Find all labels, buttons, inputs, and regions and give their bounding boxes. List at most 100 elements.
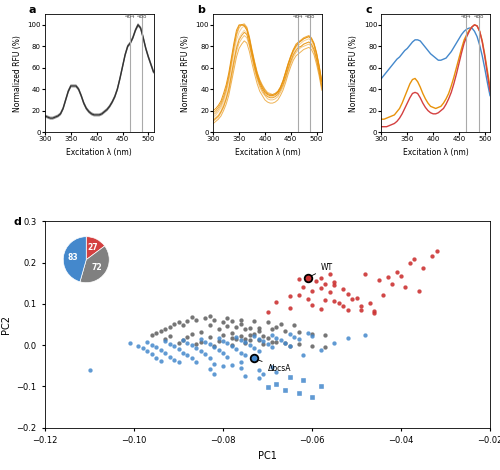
Point: [170, 321, 178, 328]
Point: [174, 358, 182, 365]
Point: [242, 338, 250, 345]
Point: [317, 382, 325, 389]
Point: [268, 338, 276, 345]
Point: [174, 319, 182, 326]
Y-axis label: PC2: PC2: [1, 315, 11, 334]
Point: [259, 341, 267, 348]
Point: [156, 327, 164, 335]
Point: [362, 331, 370, 338]
Point: [254, 327, 262, 335]
Point: [308, 332, 316, 340]
Text: a: a: [28, 5, 36, 15]
Point: [268, 344, 276, 351]
Wedge shape: [86, 237, 104, 259]
Point: [428, 252, 436, 259]
Point: [254, 337, 262, 344]
Point: [86, 366, 94, 374]
Point: [237, 332, 245, 340]
Text: 488: 488: [137, 15, 147, 19]
Point: [317, 284, 325, 292]
Point: [254, 324, 262, 331]
Point: [232, 335, 240, 343]
Point: [232, 324, 240, 331]
Point: [304, 274, 312, 282]
Point: [242, 352, 250, 359]
Point: [294, 328, 302, 336]
Point: [388, 281, 396, 288]
Point: [179, 321, 187, 329]
Point: [228, 341, 236, 349]
Point: [237, 320, 245, 328]
Point: [210, 317, 218, 324]
Point: [139, 345, 147, 352]
Point: [304, 329, 312, 337]
Point: [308, 330, 316, 337]
Point: [259, 332, 267, 340]
Point: [344, 334, 351, 342]
Text: 72: 72: [92, 263, 102, 272]
Point: [237, 364, 245, 372]
Point: [272, 368, 280, 376]
Point: [214, 334, 222, 342]
Point: [148, 331, 156, 338]
Point: [282, 386, 290, 393]
Point: [188, 354, 196, 362]
Point: [286, 342, 294, 350]
Point: [224, 322, 232, 330]
Point: [219, 331, 227, 338]
Point: [317, 346, 325, 354]
Point: [144, 347, 152, 355]
Point: [330, 282, 338, 289]
Point: [250, 354, 258, 362]
X-axis label: Excitation λ (nm): Excitation λ (nm): [403, 148, 468, 157]
Point: [299, 352, 307, 359]
Point: [272, 334, 280, 342]
Point: [197, 338, 205, 345]
Point: [184, 317, 192, 325]
Point: [286, 342, 294, 350]
Point: [322, 280, 330, 288]
Point: [188, 313, 196, 321]
Point: [179, 349, 187, 356]
Point: [237, 337, 245, 344]
Point: [210, 342, 218, 350]
Point: [161, 335, 169, 343]
Point: [286, 374, 294, 381]
Point: [282, 339, 290, 347]
Point: [188, 330, 196, 337]
Point: [317, 274, 325, 282]
Point: [264, 341, 272, 348]
Point: [294, 291, 302, 298]
Point: [370, 307, 378, 315]
Point: [294, 275, 302, 283]
Point: [344, 306, 351, 314]
Point: [379, 291, 387, 298]
Point: [166, 323, 173, 330]
Point: [166, 353, 173, 360]
Point: [224, 314, 232, 322]
Point: [420, 264, 428, 271]
Point: [326, 289, 334, 296]
Point: [174, 339, 182, 347]
Point: [294, 389, 302, 396]
Y-axis label: Normalized RFU (%): Normalized RFU (%): [13, 35, 22, 111]
Wedge shape: [80, 246, 110, 282]
Point: [184, 339, 192, 347]
Point: [264, 319, 272, 326]
Point: [272, 338, 280, 345]
Point: [134, 342, 142, 350]
Point: [322, 344, 330, 351]
Point: [415, 288, 423, 295]
Point: [161, 337, 169, 345]
Point: [268, 326, 276, 333]
Point: [201, 314, 209, 322]
Point: [304, 295, 312, 303]
Point: [370, 310, 378, 317]
Point: [410, 256, 418, 263]
Point: [201, 338, 209, 345]
Point: [264, 334, 272, 342]
Point: [170, 342, 178, 350]
Point: [214, 337, 222, 345]
Point: [192, 345, 200, 352]
Point: [264, 384, 272, 391]
